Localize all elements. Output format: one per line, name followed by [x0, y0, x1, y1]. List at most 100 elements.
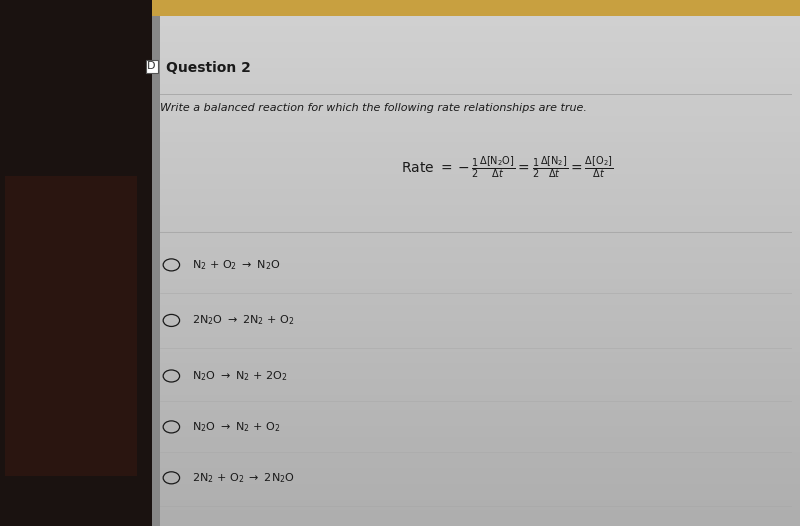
- Bar: [152, 405, 800, 410]
- Bar: [152, 47, 800, 53]
- Bar: [152, 58, 800, 63]
- Bar: [152, 105, 800, 110]
- Bar: [152, 153, 800, 158]
- Bar: [152, 468, 800, 473]
- Bar: [152, 210, 800, 216]
- Bar: [152, 132, 800, 137]
- Bar: [152, 352, 800, 358]
- Bar: [152, 505, 800, 510]
- Bar: [152, 310, 800, 316]
- Bar: [152, 379, 800, 384]
- Bar: [152, 32, 800, 37]
- Bar: [152, 326, 800, 331]
- Text: Rate $= -\frac{1}{2}\frac{\Delta[\mathrm{N_2O}]}{\Delta t}= \frac{1}{2}\frac{\De: Rate $= -\frac{1}{2}\frac{\Delta[\mathrm…: [402, 154, 614, 179]
- Bar: [152, 100, 800, 105]
- Bar: [152, 489, 800, 494]
- Text: Question 2: Question 2: [166, 61, 251, 75]
- Bar: [152, 521, 800, 526]
- Bar: [152, 347, 800, 352]
- Bar: [152, 252, 800, 258]
- Text: 2N$_2$O $\rightarrow$ 2N$_2$ + O$_2$: 2N$_2$O $\rightarrow$ 2N$_2$ + O$_2$: [192, 313, 294, 327]
- Bar: [152, 479, 800, 484]
- Bar: [152, 21, 800, 26]
- Bar: [152, 158, 800, 163]
- Bar: [152, 16, 800, 21]
- Bar: [152, 431, 800, 437]
- Text: Write a balanced reaction for which the following rate relationships are true.: Write a balanced reaction for which the …: [160, 103, 587, 113]
- Bar: [152, 452, 800, 458]
- Bar: [152, 331, 800, 337]
- Bar: [152, 373, 800, 379]
- Bar: [152, 394, 800, 400]
- Bar: [152, 316, 800, 321]
- Bar: [152, 247, 800, 252]
- Bar: [152, 126, 800, 132]
- Bar: [152, 63, 800, 68]
- Bar: [152, 426, 800, 431]
- Bar: [152, 494, 800, 500]
- Bar: [152, 300, 800, 305]
- Bar: [152, 89, 800, 95]
- Bar: [152, 221, 800, 226]
- Bar: [152, 368, 800, 373]
- Bar: [152, 358, 800, 363]
- Bar: [152, 242, 800, 247]
- Bar: [152, 295, 800, 300]
- Bar: [152, 279, 800, 284]
- Bar: [152, 79, 800, 84]
- Bar: [152, 0, 160, 526]
- Text: N$_2$ + O$_2$ $\rightarrow$ N$_2$O: N$_2$ + O$_2$ $\rightarrow$ N$_2$O: [192, 258, 280, 272]
- Bar: [152, 11, 800, 16]
- Bar: [152, 473, 800, 479]
- Text: D: D: [147, 61, 156, 71]
- Bar: [152, 442, 800, 447]
- Bar: [152, 305, 800, 310]
- Bar: [152, 68, 800, 74]
- Bar: [152, 237, 800, 242]
- Bar: [152, 274, 800, 279]
- Bar: [152, 416, 800, 421]
- Text: N$_2$O $\rightarrow$ N$_2$ + O$_2$: N$_2$O $\rightarrow$ N$_2$ + O$_2$: [192, 420, 280, 434]
- Bar: [152, 263, 800, 268]
- Bar: [152, 168, 800, 174]
- Bar: [152, 510, 800, 515]
- Bar: [152, 500, 800, 505]
- Bar: [152, 463, 800, 468]
- Bar: [152, 484, 800, 489]
- Bar: [152, 189, 800, 195]
- Bar: [152, 289, 800, 295]
- Bar: [152, 389, 800, 394]
- Bar: [152, 258, 800, 263]
- Bar: [152, 342, 800, 347]
- Bar: [152, 121, 800, 126]
- Bar: [152, 400, 800, 405]
- Bar: [152, 284, 800, 289]
- Bar: [152, 116, 800, 121]
- Bar: [152, 37, 800, 42]
- Text: 2N$_2$ + O$_2$ $\rightarrow$ 2N$_2$O: 2N$_2$ + O$_2$ $\rightarrow$ 2N$_2$O: [192, 471, 294, 485]
- Bar: [152, 363, 800, 368]
- Bar: [152, 163, 800, 168]
- Bar: [0, 0, 152, 526]
- Bar: [152, 174, 800, 179]
- Bar: [152, 384, 800, 389]
- Bar: [152, 147, 800, 153]
- Bar: [152, 142, 800, 147]
- Bar: [152, 226, 800, 231]
- Bar: [152, 321, 800, 326]
- Bar: [152, 53, 800, 58]
- Bar: [152, 110, 800, 116]
- Bar: [152, 200, 800, 205]
- Bar: [152, 421, 800, 426]
- Bar: [152, 184, 800, 189]
- Bar: [152, 95, 800, 100]
- Bar: [152, 179, 800, 184]
- Bar: [152, 458, 800, 463]
- Bar: [152, 84, 800, 89]
- Bar: [152, 447, 800, 452]
- Bar: [152, 437, 800, 442]
- Bar: [152, 5, 800, 11]
- Bar: [0, 0, 800, 16]
- Bar: [152, 26, 800, 32]
- Bar: [152, 515, 800, 521]
